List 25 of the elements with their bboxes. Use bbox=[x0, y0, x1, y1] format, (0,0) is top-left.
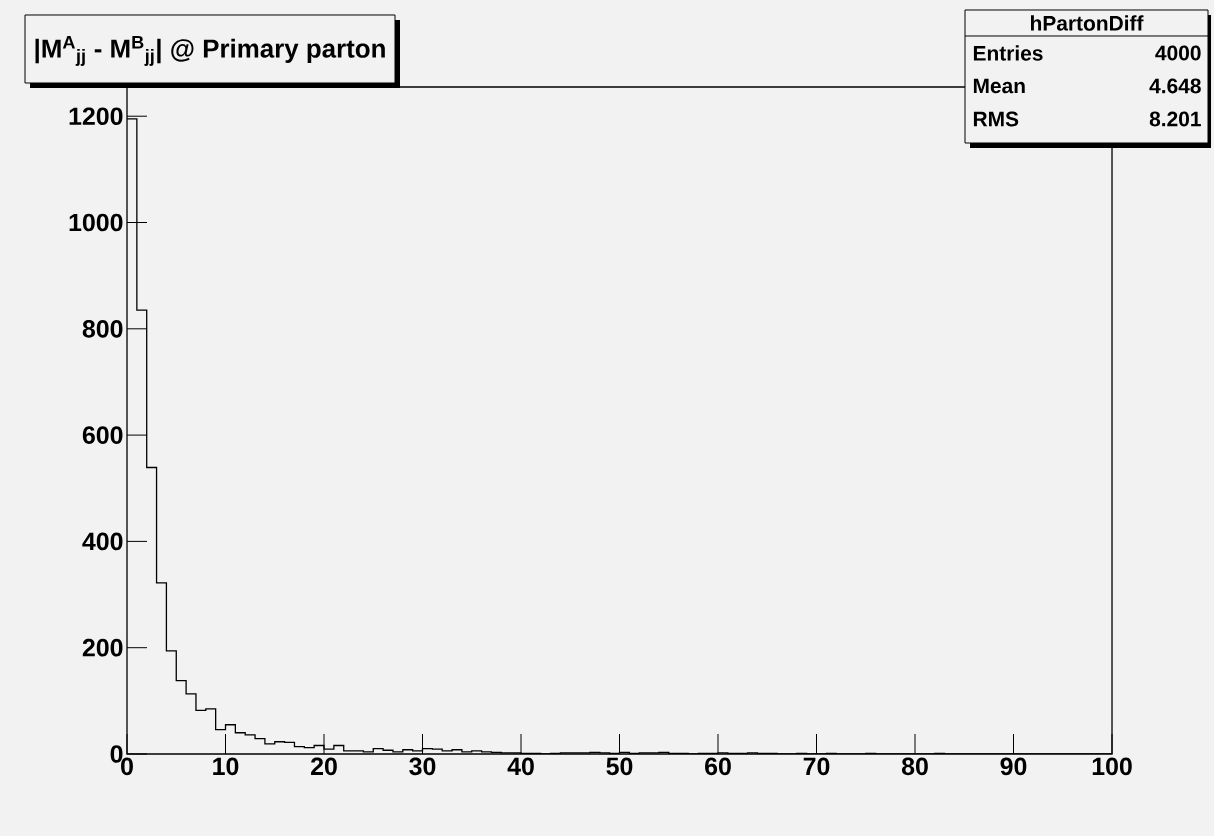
x-tick-label: 20 bbox=[311, 757, 337, 776]
annotation: Mean bbox=[973, 78, 1025, 94]
y-tick-label: 0 bbox=[110, 745, 123, 763]
text: 4000 bbox=[1155, 45, 1201, 61]
x-tick-label: 60 bbox=[705, 757, 731, 776]
y-tick-label: 200 bbox=[82, 638, 123, 657]
y-tick-label: 1000 bbox=[69, 213, 123, 232]
x-tick-label: 100 bbox=[1092, 757, 1132, 776]
chart-title: |M$^{A}$$_{jj}$ - M$^{B}$$_{jj}$| @ Primary parton bbox=[35, 36, 385, 66]
x-tick-label: 70 bbox=[803, 757, 830, 776]
x-tick-label: 40 bbox=[507, 757, 534, 776]
text: hPartonDiff bbox=[1031, 15, 1144, 31]
y-tick-label: 1200 bbox=[69, 107, 123, 126]
y-tick-label: 400 bbox=[82, 532, 123, 551]
text: 4.648 bbox=[1149, 78, 1201, 94]
annotation: RMS bbox=[973, 111, 1019, 127]
x-tick-label: 10 bbox=[213, 757, 239, 776]
y-tick-label: 800 bbox=[82, 319, 123, 338]
x-tick-label: 80 bbox=[901, 757, 928, 776]
text: Entries bbox=[973, 45, 1043, 61]
x-tick-label: 90 bbox=[1000, 757, 1027, 776]
x-tick-label: 50 bbox=[606, 757, 633, 776]
x-tick-label: 30 bbox=[409, 757, 436, 776]
y-tick-label: 600 bbox=[82, 426, 123, 444]
text: 8.201 bbox=[1149, 111, 1201, 127]
